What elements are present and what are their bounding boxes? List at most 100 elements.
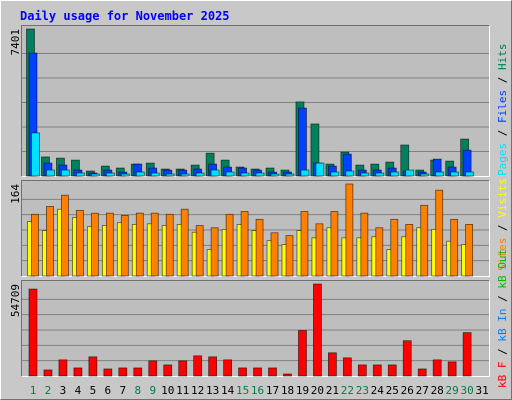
- bar: [405, 223, 414, 277]
- x-tick-label: 1: [30, 384, 37, 397]
- bar: [46, 206, 54, 277]
- bar: [465, 171, 475, 177]
- bar: [76, 209, 84, 277]
- bar: [447, 361, 457, 377]
- bar: [315, 223, 324, 277]
- bar: [180, 208, 189, 277]
- legend-entry: Pages: [496, 143, 509, 176]
- x-tick-label: 11: [176, 384, 189, 397]
- bar: [90, 212, 99, 277]
- x-tick-label: 2: [45, 384, 52, 397]
- bar: [28, 288, 38, 377]
- x-tick-label: 20: [311, 384, 324, 397]
- bar: [135, 212, 144, 277]
- bar: [390, 218, 399, 277]
- bar: [360, 212, 369, 277]
- bar: [210, 227, 219, 277]
- bar: [88, 356, 98, 377]
- bar: [357, 364, 367, 377]
- panel-light: [21, 25, 490, 177]
- bar: [118, 367, 128, 377]
- x-tick-label: 18: [281, 384, 294, 397]
- bar: [225, 213, 234, 277]
- bar: [435, 189, 444, 277]
- panel: [21, 25, 490, 177]
- bar: [210, 169, 220, 177]
- bar: [342, 357, 352, 377]
- x-tick-label: 8: [134, 384, 141, 397]
- bar: [387, 364, 397, 377]
- bar: [270, 232, 279, 277]
- bar: [240, 211, 249, 277]
- bar: [61, 194, 69, 277]
- chart-title: Daily usage for November 2025: [20, 9, 230, 23]
- bar: [417, 368, 427, 377]
- bar: [390, 171, 400, 177]
- bar: [285, 173, 295, 177]
- panel-shadow: [21, 280, 490, 377]
- bar: [240, 172, 250, 177]
- bar: [450, 171, 460, 177]
- legend-entry: kB In: [496, 309, 509, 342]
- panel-shadow: [21, 25, 490, 177]
- legend-separator: /: [496, 218, 509, 238]
- x-tick-label: 3: [60, 384, 67, 397]
- panel-shadow: [21, 180, 490, 277]
- bar: [435, 171, 445, 177]
- legend-entry: kB Out: [496, 249, 509, 289]
- x-tick-label: 31: [475, 384, 488, 397]
- bar: [195, 172, 205, 177]
- bar: [135, 171, 145, 177]
- x-tick-label: 10: [161, 384, 174, 397]
- x-tick-label: 24: [371, 384, 385, 397]
- bar: [180, 173, 190, 177]
- bar: [462, 332, 472, 377]
- bar: [345, 183, 354, 277]
- bar: [298, 107, 307, 177]
- bar: [148, 360, 158, 377]
- bar: [105, 212, 114, 277]
- bar: [46, 169, 55, 177]
- legend: kB F / kB In / kB Out: [496, 249, 509, 388]
- bar: [432, 359, 442, 377]
- bar: [120, 215, 129, 277]
- bar: [120, 173, 130, 177]
- bar: [163, 364, 173, 377]
- bar: [420, 173, 430, 177]
- y-max-label: 54709: [9, 284, 22, 317]
- legend-entry: Hits: [496, 44, 509, 71]
- bar: [105, 172, 115, 177]
- legend: Sites / Visits: [496, 178, 509, 271]
- legend-entry: kB F: [496, 362, 509, 389]
- x-tick-label: 7: [120, 384, 127, 397]
- bar: [405, 169, 415, 177]
- x-tick-label: 12: [191, 384, 204, 397]
- bar: [31, 213, 39, 277]
- legend-separator: /: [496, 289, 509, 309]
- x-tick-label: 23: [356, 384, 369, 397]
- bar: [195, 225, 204, 277]
- bar: [270, 173, 280, 177]
- x-tick-label: 29: [446, 384, 459, 397]
- x-tick-label: 25: [386, 384, 399, 397]
- bar: [255, 172, 265, 177]
- bar: [253, 367, 262, 377]
- bar: [103, 368, 113, 377]
- bar: [315, 162, 325, 177]
- x-tick-label: 30: [461, 384, 474, 397]
- bar: [285, 235, 294, 277]
- x-tick-label: 27: [416, 384, 429, 397]
- y-max-label: 7401: [9, 29, 22, 56]
- bar: [58, 359, 68, 377]
- x-tick-label: 6: [105, 384, 112, 397]
- bar: [165, 173, 175, 177]
- bar: [313, 283, 322, 377]
- bar: [193, 355, 203, 377]
- bar: [238, 367, 247, 377]
- bar: [61, 169, 70, 177]
- bar: [255, 218, 264, 277]
- bar: [133, 367, 143, 377]
- x-tick-label: 17: [266, 384, 279, 397]
- legend-separator: /: [496, 70, 509, 90]
